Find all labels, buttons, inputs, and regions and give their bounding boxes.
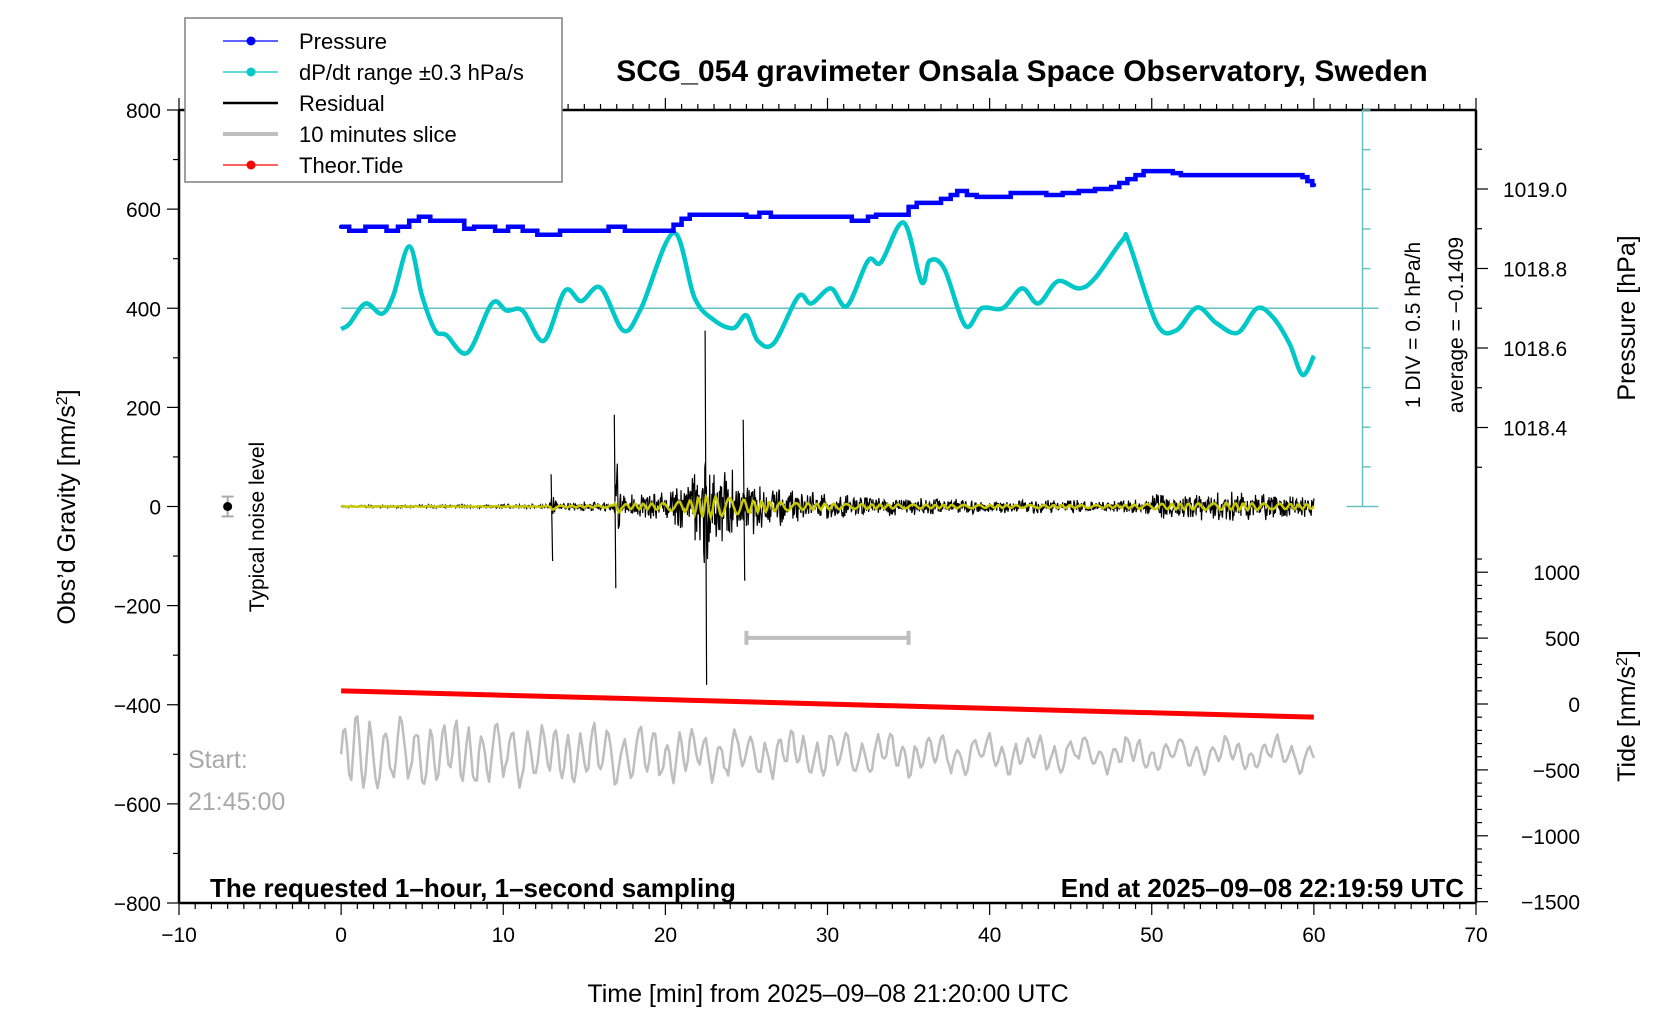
pressure-line [338,168,1317,237]
x-tick-label: 30 [816,924,839,947]
x-tick-label: 0 [335,924,347,947]
y-tick-label: 400 [126,298,161,321]
dpdt-line [339,220,1316,378]
legend-marker [246,67,256,77]
start-time: 21:45:00 [188,788,285,816]
y-axis-title-tide: Tide [nm/s2] [1613,650,1641,782]
y-tick-label: −400 [114,695,161,718]
legend-label: Residual [299,91,385,116]
pressure-tick-label: 1018.6 [1503,338,1567,361]
x-tick-label: 60 [1302,924,1325,947]
legend: Pressure dP/dt range ±0.3 hPa/s Residual 10… [184,17,563,183]
x-tick-label: 40 [978,924,1001,947]
y-tick-label: −800 [114,893,161,916]
tide-tick-label: −1500 [1521,892,1580,915]
y-tick-label: 600 [126,199,161,222]
legend-label: Pressure [299,29,387,54]
chart-title: SCG_054 gravimeter Onsala Space Observat… [616,55,1428,88]
tide-tick-label: 0 [1568,694,1580,717]
tide-tick-label: −500 [1533,760,1580,783]
legend-label: dP/dt range ±0.3 hPa/s [299,60,524,85]
x-axis-title: Time [min] from 2025–09–08 21:20:00 UTC [587,980,1068,1008]
legend-box [184,17,563,183]
y-tick-label: 800 [126,100,161,123]
dpdt-scale-note: 1 DIV = 0.5 hPa/h [1402,242,1425,408]
legend-marker [246,36,256,46]
filtered-residual-line [340,492,1315,522]
x-tick-label: 20 [654,924,677,947]
noise-point [223,502,233,511]
pressure-tick-label: 1018.4 [1503,418,1568,441]
y-tick-label: −200 [114,596,161,619]
pressure-tick-label: 1018.8 [1503,259,1567,282]
tide-tick-label: 1000 [1533,562,1580,585]
x-tick-label: 50 [1140,924,1163,947]
start-label: Start: [188,746,248,774]
legend-label: Theor.Tide [299,153,403,178]
series-layer [221,168,1317,790]
y-tick-label: 200 [126,397,161,420]
y-tick-label: −600 [114,794,161,817]
legend-label: 10 minutes slice [299,122,457,147]
bottom-right-note: End at 2025–09–08 22:19:59 UTC [1061,873,1464,903]
tide-line [341,688,1314,720]
legend-marker [246,160,256,170]
x-tick-label: 70 [1464,924,1487,947]
dpdt-average-note: average = −0.1409 [1445,237,1468,413]
bottom-left-note: The requested 1–hour, 1–second sampling [210,873,736,903]
tick-labels: −10 0 10 20 30 40 50 60 70 800 600 400 200 0 −200 −400 −… [114,100,1580,947]
tide-tick-label: 500 [1545,628,1580,651]
pressure-tick-label: 1019.0 [1503,179,1567,202]
y-tick-label: 0 [149,497,161,520]
x-tick-label: 10 [492,924,515,947]
x-tick-label: −10 [161,924,197,947]
tide-tick-label: −1000 [1521,826,1580,849]
y-axis-title-left: Obs’d Gravity [nm/s2] [53,389,81,624]
y-axis-title-pressure: Pressure [hPa] [1613,235,1641,400]
ten-minute-slice-line [339,715,1316,790]
noise-level-label: Typical noise level [246,442,269,612]
